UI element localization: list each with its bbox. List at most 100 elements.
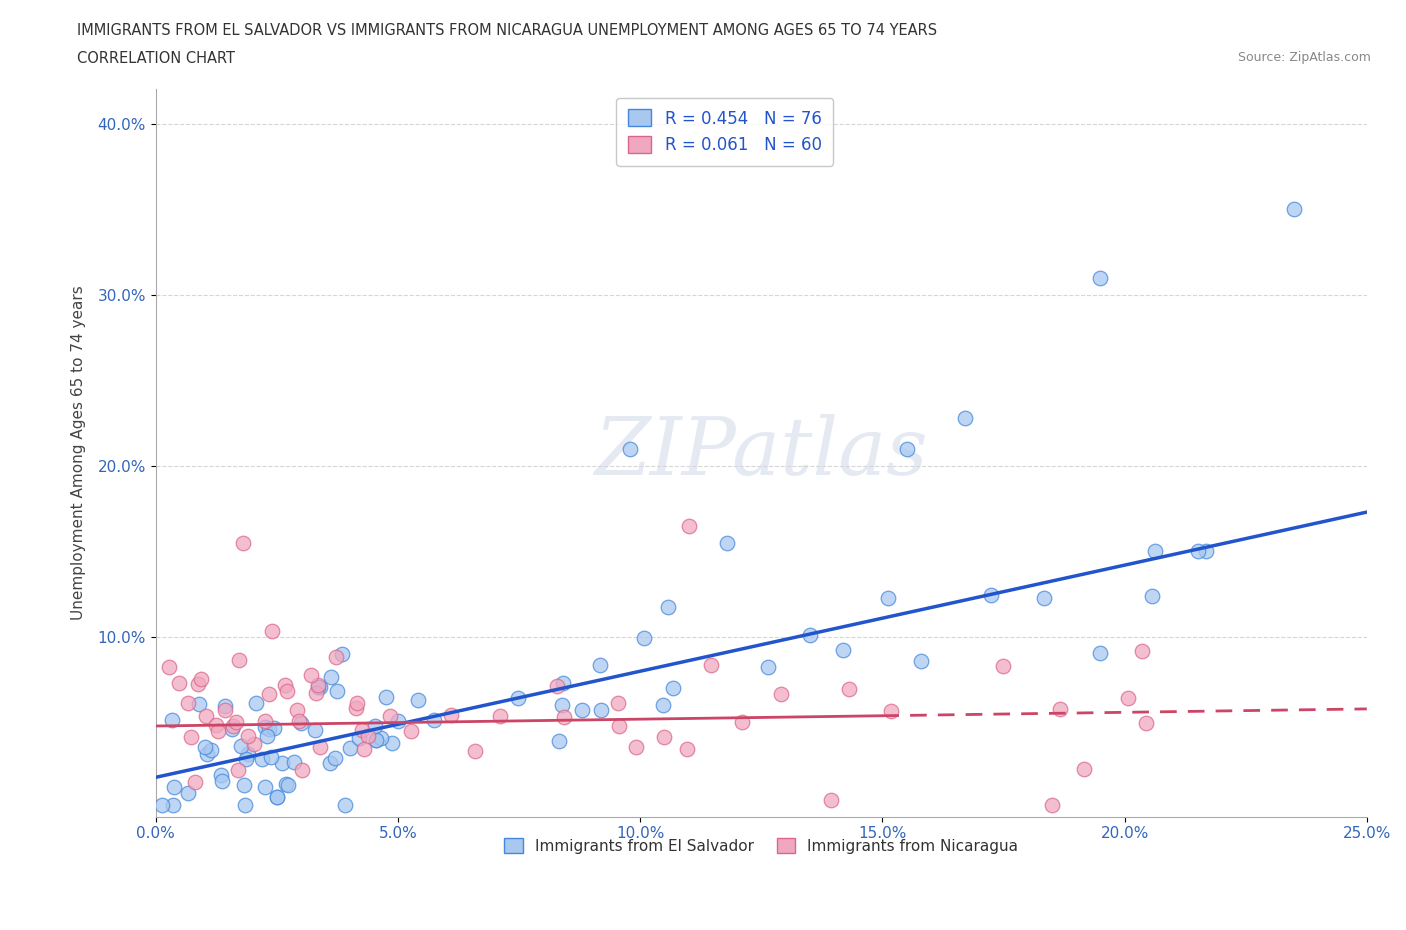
Point: [256, 729, 278, 744]
Point: [1144, 544, 1167, 559]
Y-axis label: Unemployment Among Ages 65 to 74 years: Unemployment Among Ages 65 to 74 years: [72, 286, 86, 620]
Point: [262, 624, 284, 639]
Point: [357, 729, 380, 744]
Point: [326, 684, 349, 698]
Point: [346, 696, 368, 711]
Point: [253, 713, 276, 728]
Point: [330, 646, 353, 661]
Point: [1090, 645, 1112, 660]
Point: [225, 715, 247, 730]
Point: [236, 747, 259, 762]
Point: [910, 654, 932, 669]
Point: [188, 697, 211, 711]
Point: [344, 700, 367, 715]
Legend: Immigrants from El Salvador, Immigrants from Nicaragua: Immigrants from El Salvador, Immigrants …: [498, 832, 1025, 860]
Point: [333, 797, 356, 812]
Point: [229, 738, 252, 753]
Point: [1282, 202, 1305, 217]
Point: [309, 680, 332, 695]
Point: [1090, 271, 1112, 286]
Point: [305, 685, 328, 700]
Point: [553, 675, 575, 690]
Point: [150, 797, 173, 812]
Point: [274, 678, 297, 693]
Point: [347, 730, 370, 745]
Point: [200, 743, 222, 758]
Point: [214, 702, 236, 717]
Point: [271, 755, 294, 770]
Point: [157, 659, 180, 674]
Point: [353, 741, 375, 756]
Point: [276, 684, 298, 698]
Point: [374, 689, 396, 704]
Point: [756, 659, 779, 674]
Point: [221, 722, 243, 737]
Point: [422, 712, 444, 727]
Point: [176, 696, 198, 711]
Point: [662, 680, 685, 695]
Point: [163, 780, 186, 795]
Point: [160, 712, 183, 727]
Point: [307, 677, 329, 692]
Text: ZIPatlas: ZIPatlas: [595, 414, 928, 492]
Point: [233, 777, 256, 792]
Point: [624, 739, 647, 754]
Point: [226, 763, 249, 777]
Point: [277, 777, 299, 792]
Point: [1142, 589, 1164, 604]
Point: [214, 699, 236, 714]
Point: [245, 696, 267, 711]
Point: [1195, 544, 1218, 559]
Point: [877, 591, 900, 605]
Point: [1040, 797, 1063, 812]
Text: IMMIGRANTS FROM EL SALVADOR VS IMMIGRANTS FROM NICARAGUA UNEMPLOYMENT AMONG AGES: IMMIGRANTS FROM EL SALVADOR VS IMMIGRANT…: [77, 23, 938, 38]
Point: [546, 679, 568, 694]
Point: [1187, 544, 1209, 559]
Point: [1032, 591, 1054, 605]
Point: [652, 730, 675, 745]
Point: [700, 658, 723, 672]
Point: [195, 747, 218, 762]
Point: [266, 790, 288, 804]
Point: [257, 687, 280, 702]
Point: [676, 742, 699, 757]
Point: [980, 588, 1002, 603]
Point: [1135, 716, 1157, 731]
Point: [364, 719, 387, 734]
Point: [162, 797, 184, 812]
Point: [291, 763, 314, 777]
Point: [235, 751, 257, 766]
Point: [838, 682, 860, 697]
Point: [1049, 702, 1071, 717]
Point: [257, 722, 280, 737]
Point: [350, 723, 373, 737]
Point: [211, 774, 233, 789]
Point: [177, 786, 200, 801]
Point: [254, 780, 277, 795]
Point: [1116, 690, 1139, 705]
Point: [657, 599, 679, 614]
Point: [831, 643, 853, 658]
Point: [464, 743, 486, 758]
Point: [440, 708, 463, 723]
Point: [678, 518, 700, 533]
Point: [953, 410, 976, 425]
Point: [550, 698, 572, 712]
Point: [325, 650, 347, 665]
Point: [633, 631, 655, 645]
Point: [167, 676, 190, 691]
Point: [195, 708, 218, 723]
Point: [339, 740, 361, 755]
Point: [209, 768, 232, 783]
Point: [184, 774, 207, 789]
Point: [607, 718, 630, 733]
Point: [387, 713, 409, 728]
Point: [651, 698, 673, 712]
Point: [299, 667, 322, 682]
Point: [250, 751, 273, 766]
Point: [228, 652, 250, 667]
Point: [323, 751, 346, 765]
Point: [769, 686, 792, 701]
Point: [187, 677, 209, 692]
Point: [207, 724, 229, 738]
